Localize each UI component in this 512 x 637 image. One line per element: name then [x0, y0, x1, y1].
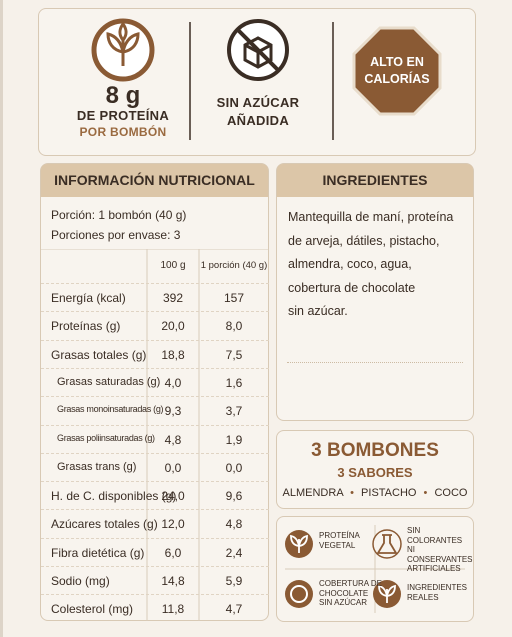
- value-100g: 4,8: [164, 432, 182, 447]
- value-100g: 11,8: [161, 602, 185, 617]
- ingredient-line: almendra, coco, agua,: [288, 257, 412, 271]
- value-100g: 24,0: [161, 489, 185, 504]
- value-portion: 3,7: [225, 404, 243, 419]
- ingredient-line: cobertura de chocolate: [288, 280, 416, 295]
- nutrition-row: Proteínas (g) 20,0 8,0: [41, 311, 269, 340]
- nutrient-label: Grasas saturadas (g): [57, 375, 161, 388]
- value-portion: 2,4: [225, 545, 243, 560]
- nutrition-row: Fibra dietética (g) 6,0 2,4: [41, 537, 269, 567]
- warning-line: ALTO EN: [370, 55, 424, 69]
- protein-line: DE PROTEÍNA: [76, 108, 170, 123]
- nutrient-label: Grasas monoinsaturadas (g): [57, 404, 164, 415]
- feature-line: PROTEÍNA: [319, 531, 360, 540]
- value-portion: 5,9: [225, 574, 243, 588]
- value-portion: 8,0: [225, 319, 243, 334]
- bombones-subtitle: 3 SABORES: [337, 465, 413, 480]
- feature: PROTEÍNA VEGETAL: [319, 531, 360, 550]
- serving: Porción: 1 bombón (40 g): [51, 208, 187, 222]
- value-portion: 9,6: [225, 489, 243, 504]
- value-100g: 20,0: [161, 319, 185, 334]
- sugar-line: AÑADIDA: [226, 113, 290, 128]
- value-100g: 392: [162, 291, 184, 305]
- ingredient-line: Mantequilla de maní, proteína: [288, 210, 454, 224]
- nutrition-row: Energía (kcal) 392 157: [41, 283, 269, 312]
- value-portion: 4,8: [225, 517, 243, 532]
- nutrient-label: Energía (kcal): [51, 291, 126, 305]
- nutrient-label: Proteínas (g): [51, 319, 121, 334]
- feature: COBERTURA DE CHOCOLATE SIN AZÚCAR: [319, 579, 382, 608]
- bombones-panel: 3 BOMBONES 3 SABORES ALMENDRA • PISTACHO…: [276, 430, 474, 509]
- badge-icons: [91, 18, 442, 140]
- ingredients-text: Mantequilla de maní, proteína de arveja, …: [288, 206, 453, 324]
- value-100g: 14,8: [161, 574, 185, 588]
- servings-per-container: Porciones por envase: 3: [51, 228, 181, 242]
- feature-icons: [285, 525, 465, 613]
- feature-line: COBERTURA DE: [319, 579, 382, 588]
- nutrition-row: Colesterol (mg) 11,8 4,7: [41, 594, 269, 623]
- flavor: PISTACHO: [361, 487, 417, 499]
- ingredient-line: de arveja, dátiles, pistacho,: [288, 233, 440, 248]
- nutrition-row: H. de C. disponibles (g) 24,0 9,6: [41, 481, 269, 510]
- feature: SIN COLORANTES NI CONSERVANTES ARTIFICIALE…: [407, 526, 473, 574]
- nutrition-panel: INFORMACIÓN NUTRICIONAL Porción: 1 bombó…: [40, 163, 269, 621]
- nutrition-row: Grasas monoinsaturadas (g) 9,3 3,7: [41, 396, 269, 425]
- value-100g: 12,0: [161, 517, 185, 532]
- nutrient-label: Grasas trans (g): [57, 460, 137, 473]
- value-portion: 1,6: [225, 375, 243, 390]
- feature-line: SIN COLORANTES: [407, 526, 463, 545]
- feature-line: INGREDIENTES: [407, 583, 468, 592]
- nutrient-label: Sodio (mg): [51, 574, 110, 588]
- flavors: ALMENDRA • PISTACHO • COCO: [282, 487, 468, 499]
- feature-line: CHOCOLATE: [319, 588, 369, 598]
- nutrition-row: Grasas poliinsaturadas (g) 4,8 1,9: [41, 424, 269, 454]
- bombones-title: 3 BOMBONES: [311, 440, 439, 461]
- flavor: ALMENDRA: [282, 487, 344, 499]
- value-100g: 6,0: [164, 545, 182, 560]
- table-lines: [41, 249, 269, 621]
- nutrition-row: Grasas saturadas (g) 4,0 1,6: [41, 367, 269, 397]
- nutrient-label: Grasas totales (g): [51, 347, 147, 362]
- feature-line: SIN AZÚCAR: [319, 598, 368, 607]
- value-100g: 18,8: [161, 347, 185, 362]
- value-portion: 7,5: [225, 347, 243, 362]
- nutrient-label: Colesterol (mg): [51, 602, 134, 617]
- nutrition-row: Grasas trans (g) 0,0 0,0: [41, 452, 269, 482]
- value-100g: 9,3: [164, 404, 182, 419]
- value-portion: 4,7: [225, 602, 243, 617]
- nutrition-row: Azúcares totales (g) 12,0 4,8: [41, 509, 269, 538]
- value-portion: 0,0: [225, 460, 243, 475]
- nutrient-label: H. de C. disponibles (g): [51, 489, 177, 504]
- feature: INGREDIENTES REALES: [407, 583, 467, 602]
- nutrient-label: Grasas poliinsaturadas (g): [57, 432, 155, 443]
- features-panel: PROTEÍNA VEGETAL SIN COLORANTES NI CONSERVA…: [276, 516, 474, 622]
- column-header: 1 porción (40 g): [200, 260, 268, 271]
- nutrition-title: INFORMACIÓN NUTRICIONAL: [41, 164, 268, 197]
- ingredients-panel: INGREDIENTES Mantequilla de maní, proteí…: [276, 163, 474, 421]
- column-header: 100 g: [160, 260, 186, 271]
- divider: [287, 362, 463, 363]
- feature-line: VEGETAL: [319, 540, 356, 550]
- nutrient-label: Fibra dietética (g): [51, 545, 145, 560]
- feature-line: REALES: [407, 592, 439, 602]
- protein-amount: 8 g: [105, 82, 141, 109]
- edge: [0, 0, 3, 637]
- feature-line: NI CONSERVANTES: [407, 545, 473, 564]
- ingredients-title: INGREDIENTES: [277, 164, 473, 197]
- warning-line: CALORÍAS: [364, 72, 430, 86]
- nutrient-label: Azúcares totales (g): [51, 517, 158, 532]
- feature-line: ARTIFICIALES: [407, 564, 461, 573]
- value-100g: 4,0: [164, 375, 182, 390]
- value-portion: 1,9: [225, 432, 243, 447]
- value-100g: 0,0: [164, 460, 182, 475]
- value-portion: 157: [223, 291, 245, 305]
- nutrition-row: Grasas totales (g) 18,8 7,5: [41, 339, 269, 369]
- ingredient-line: sin azúcar.: [288, 304, 348, 318]
- nutrition-row: Sodio (mg) 14,8 5,9: [41, 566, 269, 595]
- protein-line: POR BOMBÓN: [79, 125, 167, 139]
- sugar-line: SIN AZÚCAR: [216, 95, 300, 110]
- flavor: COCO: [434, 487, 468, 499]
